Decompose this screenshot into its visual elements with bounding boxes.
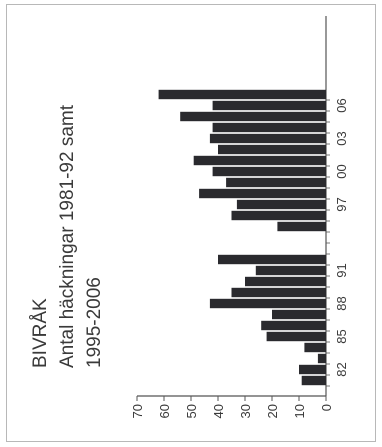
value-tick-label: 20 [265,404,280,418]
value-tick-label: 40 [211,404,226,418]
bar [218,144,326,155]
bar [218,254,326,265]
bar [299,364,326,375]
bar [209,298,326,309]
value-tick-label: 60 [157,404,172,418]
tick-labels: 0 10 20 30 40 50 60 70 82 85 88 91 97 00 03 06 [130,98,349,418]
category-tick-label: 82 [334,362,349,376]
title-line-3: 1995-2006 [84,277,105,368]
category-tick-label: 00 [334,164,349,178]
category-tick-label: 06 [334,98,349,112]
bar [199,188,326,199]
bar [158,89,326,100]
bar [317,353,326,364]
value-tick-label: 10 [292,404,307,418]
bar [209,133,326,144]
title-line-2: Antal häckningar 1981-92 samt [57,104,78,368]
bar [226,177,326,188]
bar [277,221,326,232]
bar [272,309,326,320]
bar [245,276,326,287]
chart-title: BIVRÅK Antal häckningar 1981-92 samt 199… [30,104,105,368]
category-tick-label: 85 [334,329,349,343]
bar [266,331,326,342]
bar [301,375,326,386]
bar [231,287,326,298]
bar [255,265,326,276]
value-tick-label: 0 [319,404,334,411]
bar [212,122,326,133]
bar [231,210,326,221]
bar [261,320,326,331]
bar [236,199,326,210]
bar [212,166,326,177]
bar [193,155,326,166]
value-tick-label: 30 [238,404,253,418]
category-tick-label: 88 [334,296,349,310]
title-line-1: BIVRÅK [30,298,51,368]
bar [212,100,326,111]
value-tick-label: 70 [130,404,145,418]
category-tick-label: 97 [334,197,349,211]
bar [304,342,326,353]
category-tick-label: 91 [334,263,349,277]
bar [180,111,326,122]
bars [158,89,326,386]
value-tick-label: 50 [184,404,199,418]
category-tick-label: 03 [334,131,349,145]
